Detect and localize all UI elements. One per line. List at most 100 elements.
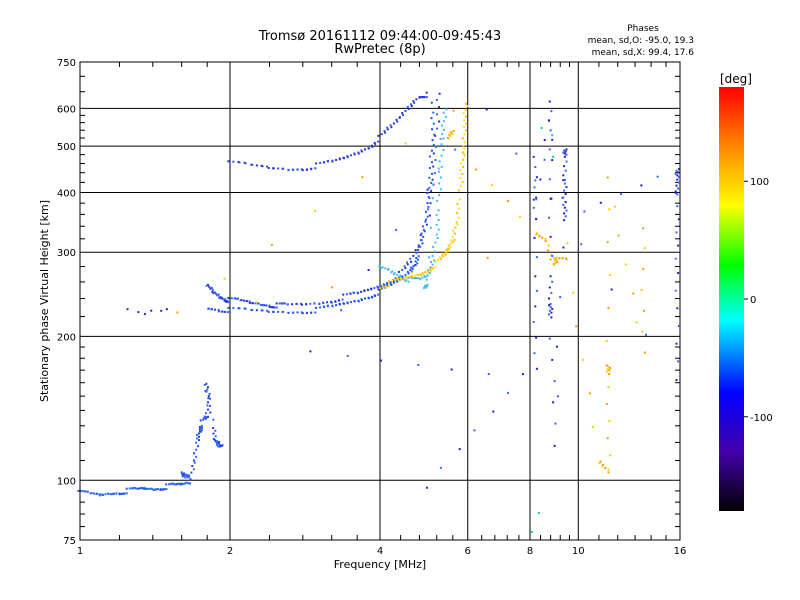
data-point [551,255,554,257]
data-point [270,243,273,246]
data-point [386,282,388,285]
data-point [291,303,294,306]
data-point [420,96,423,99]
data-point [532,155,535,158]
data-point [370,144,373,147]
data-point [635,321,638,324]
data-point [410,277,413,280]
data-point [433,133,436,136]
data-point [563,165,566,168]
data-point [227,311,230,314]
data-point [425,278,428,281]
data-point [565,257,567,260]
data-point [130,487,133,490]
data-point [266,309,269,312]
data-point [675,342,678,345]
data-point [556,260,559,263]
data-point [601,463,604,466]
data-point [216,440,218,443]
data-point [452,130,455,132]
data-point [410,271,413,274]
data-point [453,238,456,241]
data-point [438,182,441,185]
data-point [450,368,453,371]
data-point [645,333,647,336]
data-point [419,245,422,248]
data-point [411,267,414,270]
data-point [465,115,467,118]
data-point [219,444,222,447]
data-point [548,297,550,300]
data-point [431,197,434,200]
data-point [248,300,251,303]
data-point [412,254,415,257]
data-point [398,116,401,119]
data-point [565,153,568,156]
grid-lines [80,62,680,540]
data-point [345,293,348,296]
data-point [534,275,537,278]
data-point [565,258,568,261]
data-point [286,303,289,306]
data-point [601,465,604,468]
data-point [437,219,440,221]
data-point [507,200,510,202]
data-point [322,161,325,163]
data-point [427,196,430,198]
data-point [275,306,278,309]
data-point [535,218,538,221]
data-point [169,482,172,485]
data-point [384,285,387,288]
data-point [415,257,418,259]
data-point [556,395,559,398]
data-point [422,96,425,99]
data-point [507,391,510,394]
data-point [371,146,374,148]
data-point [642,268,645,271]
data-point [212,427,215,429]
data-point [341,298,344,301]
data-point [462,125,465,128]
x-tick-label: 1 [77,546,83,557]
y-tick-label: 200 [57,332,76,343]
data-point [543,158,546,161]
data-point [410,103,412,106]
data-point [642,227,645,230]
data-point [551,134,554,137]
data-point [401,112,404,115]
data-point [244,307,247,310]
data-point [209,411,212,414]
data-point [265,304,268,307]
data-point [535,232,538,235]
data-point [440,154,443,157]
data-point [447,137,450,139]
data-point [445,108,448,111]
data-point [454,226,457,229]
data-point [77,489,80,492]
data-point [172,482,175,485]
data-point [449,246,452,249]
data-point [588,392,591,395]
data-point [438,92,441,95]
data-point [413,101,416,104]
data-point [676,178,679,181]
data-point [551,159,554,162]
data-point [475,168,478,171]
data-point [431,266,434,269]
data-point [537,235,540,238]
data-point [419,239,422,242]
data-point [300,168,303,171]
data-point [319,306,322,309]
data-point [110,493,112,495]
stats-o-line: mean, sd,O: -95.0, 19.3 [588,36,694,46]
data-point [552,257,555,260]
data-point [277,167,280,170]
data-point [413,274,416,277]
data-point [238,307,241,310]
data-point [154,488,156,491]
data-point [458,207,461,210]
data-point [413,277,416,280]
data-point [390,283,393,286]
data-point [414,260,417,263]
data-point [429,226,432,229]
